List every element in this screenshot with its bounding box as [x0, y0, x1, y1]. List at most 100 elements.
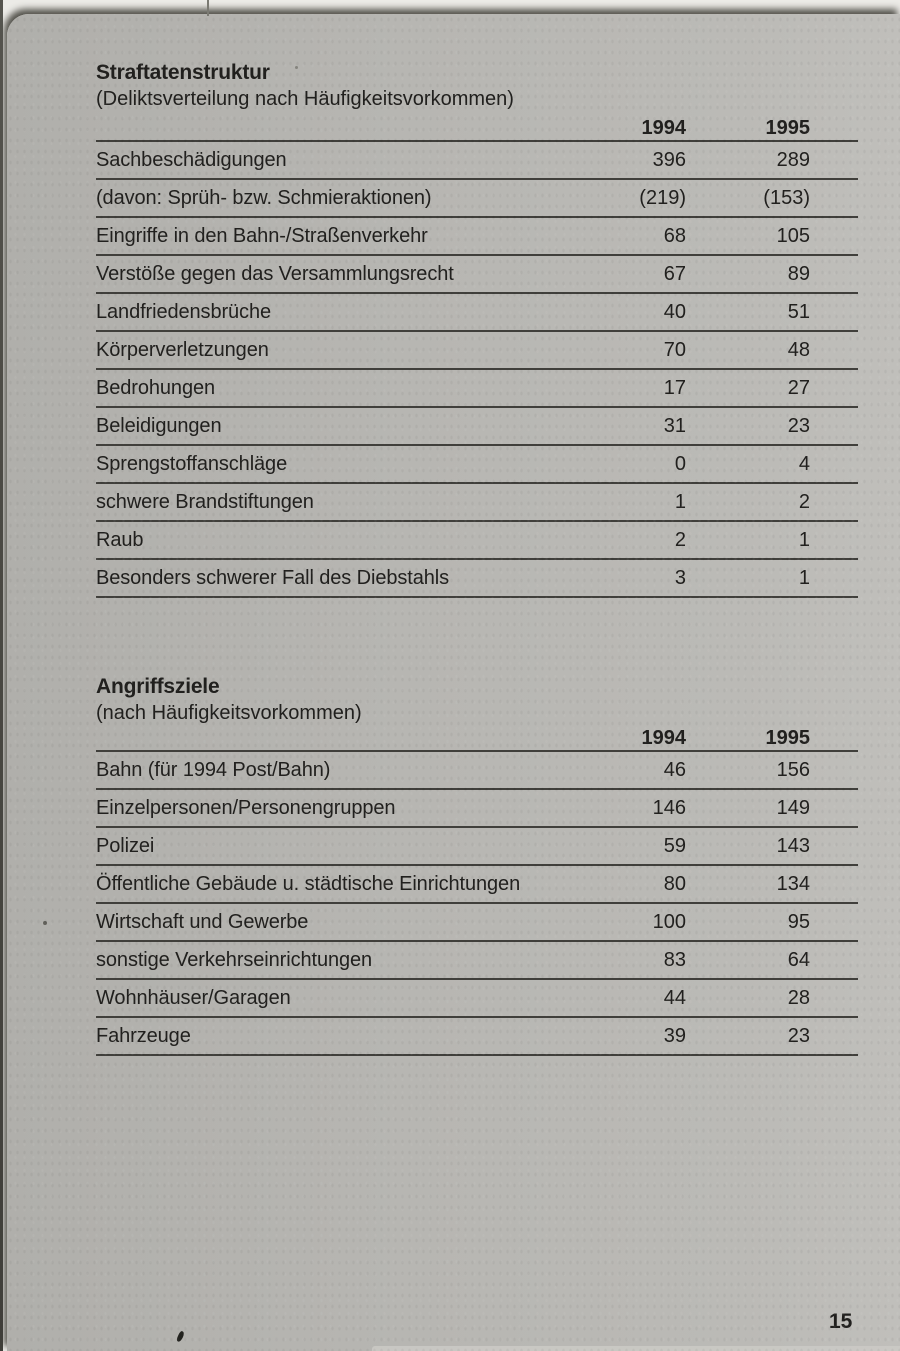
table-rows: Bahn (für 1994 Post/Bahn) 46 156 Einzelp… [96, 752, 858, 1056]
row-label: Körperverletzungen [96, 338, 269, 361]
table-angriffsziele: Angriffsziele (nach Häufigkeitsvorkommen… [96, 674, 858, 1056]
table-row: Sprengstoffanschläge 0 4 [96, 446, 858, 484]
table-row: Raub 2 1 [96, 522, 858, 560]
row-value-1995: 27 [787, 376, 810, 399]
table-subtitle: (nach Häufigkeitsvorkommen) [96, 702, 362, 724]
scan-left-edge [0, 0, 3, 1351]
row-label: Öffentliche Gebäude u. städtische Einric… [96, 872, 521, 895]
scan-speck-dot [43, 921, 47, 925]
row-label: sonstige Verkehrseinrichtungen [96, 948, 373, 971]
row-value-1994: 68 [663, 224, 686, 247]
row-value-1995: 1 [798, 566, 810, 589]
table-subtitle: (Deliktsverteilung nach Häufigkeitsvorko… [96, 88, 514, 110]
row-value-1995: 95 [787, 910, 810, 933]
row-value-1994: 0 [674, 452, 686, 475]
row-value-1995: 64 [787, 948, 810, 971]
column-header-1995: 1995 [765, 117, 811, 139]
scanned-page: Straftatenstruktur (Deliktsverteilung na… [7, 14, 900, 1351]
row-label: Fahrzeuge [96, 1024, 191, 1047]
table-row: Sachbeschädigungen 396 289 [96, 142, 858, 180]
table-row: Körperverletzungen 70 48 [96, 332, 858, 370]
table-row: Wohnhäuser/Garagen 44 28 [96, 980, 858, 1018]
scan-bottom-edge [372, 1346, 900, 1351]
scan-speck-mark [175, 1330, 186, 1343]
row-value-1994: 1 [674, 490, 686, 513]
row-label: Bahn (für 1994 Post/Bahn) [96, 758, 331, 781]
row-value-1994: (219) [639, 186, 686, 209]
table-row: Verstöße gegen das Versammlungsrecht 67 … [96, 256, 858, 294]
column-header-1995: 1995 [765, 727, 811, 749]
table-row: Eingriffe in den Bahn-/Straßenverkehr 68… [96, 218, 858, 256]
row-label: Polizei [96, 834, 155, 857]
row-value-1994: 396 [652, 148, 686, 171]
row-value-1994: 39 [663, 1024, 686, 1047]
table-row: Landfriedensbrüche 40 51 [96, 294, 858, 332]
table-row: Besonders schwerer Fall des Diebstahls 3… [96, 560, 858, 598]
row-label: Wohnhäuser/Garagen [96, 986, 291, 1009]
row-value-1995: 23 [787, 1024, 810, 1047]
row-value-1995: 51 [787, 300, 810, 323]
column-header-1994: 1994 [641, 727, 687, 749]
table-row: schwere Brandstiftungen 1 2 [96, 484, 858, 522]
table-title: Straftatenstruktur [96, 61, 270, 84]
row-label: (davon: Sprüh- bzw. Schmieraktionen) [96, 186, 432, 209]
row-value-1995: 105 [776, 224, 810, 247]
row-label: Besonders schwerer Fall des Diebstahls [96, 566, 450, 589]
row-value-1995: 149 [776, 796, 810, 819]
row-value-1995: 89 [787, 262, 810, 285]
row-label: Raub [96, 528, 144, 551]
table-rows: Sachbeschädigungen 396 289 (davon: Sprüh… [96, 142, 858, 598]
row-label: schwere Brandstiftungen [96, 490, 314, 513]
row-value-1994: 67 [663, 262, 686, 285]
row-value-1994: 80 [663, 872, 686, 895]
row-value-1995: 289 [776, 148, 810, 171]
row-value-1994: 46 [663, 758, 686, 781]
row-label: Sprengstoffanschläge [96, 452, 288, 475]
scan-top-crease [207, 0, 209, 16]
row-label: Eingriffe in den Bahn-/Straßenverkehr [96, 224, 428, 247]
row-label: Sachbeschädigungen [96, 148, 287, 171]
row-value-1994: 40 [663, 300, 686, 323]
table-row: Einzelpersonen/Personengruppen 146 149 [96, 790, 858, 828]
row-value-1994: 44 [663, 986, 686, 1009]
table-row: Bedrohungen 17 27 [96, 370, 858, 408]
row-value-1994: 3 [674, 566, 686, 589]
table-header-row: 1994 1995 [96, 112, 858, 142]
row-value-1995: 48 [787, 338, 810, 361]
row-value-1995: 134 [776, 872, 810, 895]
row-value-1994: 100 [652, 910, 686, 933]
row-value-1995: 28 [787, 986, 810, 1009]
row-value-1994: 2 [674, 528, 686, 551]
row-value-1994: 70 [663, 338, 686, 361]
row-value-1995: 1 [798, 528, 810, 551]
row-value-1995: 23 [787, 414, 810, 437]
table-title: Angriffsziele [96, 675, 220, 698]
row-value-1995: 2 [798, 490, 810, 513]
table-header-row: 1994 1995 [96, 726, 858, 752]
table-row: Beleidigungen 31 23 [96, 408, 858, 446]
row-value-1994: 146 [652, 796, 686, 819]
row-value-1995: 143 [776, 834, 810, 857]
table-straftatenstruktur: Straftatenstruktur (Deliktsverteilung na… [96, 60, 858, 598]
row-label: Bedrohungen [96, 376, 216, 399]
table-row: Polizei 59 143 [96, 828, 858, 866]
scan-speck-dot [295, 66, 298, 69]
row-label: Verstöße gegen das Versammlungsrecht [96, 262, 454, 285]
row-value-1994: 83 [663, 948, 686, 971]
row-value-1994: 31 [663, 414, 686, 437]
table-row: Wirtschaft und Gewerbe 100 95 [96, 904, 858, 942]
row-value-1995: 156 [776, 758, 810, 781]
column-header-1994: 1994 [641, 117, 687, 139]
row-value-1994: 17 [663, 376, 686, 399]
page-number: 15 [829, 1310, 853, 1333]
row-value-1995: 4 [798, 452, 810, 475]
table-row: Fahrzeuge 39 23 [96, 1018, 858, 1056]
row-value-1995: (153) [763, 186, 810, 209]
row-value-1994: 59 [663, 834, 686, 857]
table-row: sonstige Verkehrseinrichtungen 83 64 [96, 942, 858, 980]
table-row: Bahn (für 1994 Post/Bahn) 46 156 [96, 752, 858, 790]
table-row: (davon: Sprüh- bzw. Schmieraktionen) (21… [96, 180, 858, 218]
row-label: Beleidigungen [96, 414, 222, 437]
row-label: Einzelpersonen/Personengruppen [96, 796, 396, 819]
table-row: Öffentliche Gebäude u. städtische Einric… [96, 866, 858, 904]
